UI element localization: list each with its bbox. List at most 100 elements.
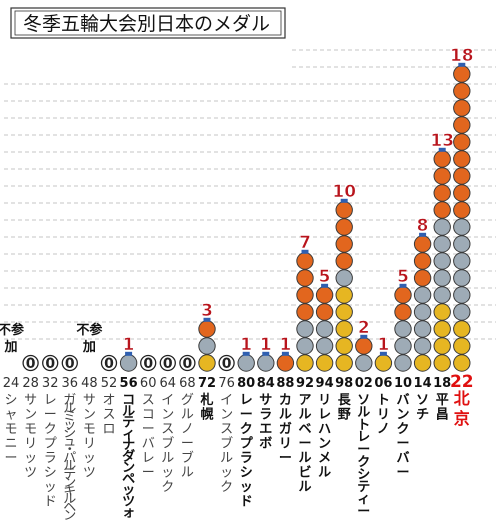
category-28: 0 [22,354,39,372]
ribbon-cap [458,62,466,67]
gold-medal [453,354,471,372]
total-label: 0 [143,356,153,372]
year-label: 60 [140,376,157,391]
bronze-medal [335,235,353,253]
bronze-medal [394,286,412,304]
total-label: 10 [332,182,356,202]
ribbon-cap [321,283,329,288]
ribbon-cap [438,147,446,152]
gold-medal [433,320,451,338]
silver-medal [433,269,451,287]
silver-medal [315,320,334,338]
zero-medal-marker [100,354,118,372]
label-64: 64 インスブルック [160,376,177,495]
silver-medal [453,218,471,236]
category-76: 0 [218,354,235,372]
silver-medal [119,354,138,372]
bronze-medal [335,218,353,236]
gold-medal [315,354,334,372]
silver-medal [394,320,412,338]
ribbon-cap [419,232,427,237]
ribbon-cap [340,198,348,203]
gold-medal [335,286,353,304]
gold-medal [335,320,353,338]
ribbon-cap [281,351,289,356]
silver-medal [394,337,412,355]
silver-medal [413,286,432,304]
total-label: 1 [240,335,252,355]
category-68: 0 [179,354,196,372]
silver-medal [433,218,451,236]
category-60: 0 [140,354,157,372]
year-label: 28 [22,376,39,391]
label-56: 56 コルティナダンペッツォ [120,376,138,521]
silver-medal [453,269,471,287]
category-24: 不参加 [0,322,25,355]
silver-medal [315,337,334,355]
city-label: カルガリー [279,393,292,466]
label-84: 84 サラエボ [257,376,275,452]
bronze-medal [198,320,216,338]
zero-medal-marker [179,354,196,372]
total-label: 2 [358,318,370,338]
category-94: 5 [315,266,334,372]
silver-medal [257,354,275,372]
year-label: 24 [3,376,20,391]
city-label: オスロ [102,393,115,437]
chart-title-box: 冬季五輪大会別日本のメダル [10,7,286,39]
label-98: 98 長野 [335,376,353,423]
label-18: 18 平昌 [433,376,451,423]
bronze-medal [413,235,432,253]
city-label: トリノ [377,393,390,437]
bronze-medal [453,184,471,202]
ribbon-cap [301,249,309,254]
silver-medal [296,337,314,355]
chart-title: 冬季五輪大会別日本のメダル [23,13,270,35]
year-label: 98 [335,376,353,391]
silver-medal [453,303,471,321]
gold-medal [453,320,471,338]
no-participation-label: 加 [82,340,96,355]
label-02: 02 ソルトレークシティー [355,376,373,520]
no-participation-label: 不参 [0,322,25,338]
label-06: 06 トリノ [374,376,392,437]
silver-medal [296,320,314,338]
year-label: 32 [42,376,59,391]
silver-medal [413,337,432,355]
gold-medal [433,303,451,321]
category-36: 0 [61,354,78,372]
ribbon-cap [125,351,133,356]
bronze-medal [453,201,471,219]
bronze-medal [453,99,471,117]
city-label: シャモニー [4,393,17,466]
silver-medal [453,286,471,304]
category-18: 13 [430,131,454,372]
bronze-medal [315,303,334,321]
city-label: サラエボ [259,393,272,452]
year-label: 64 [160,376,177,391]
label-36: 36 ガルミッシュ・パルテンキルヘン [62,376,79,524]
label-32: 32 レークプラシッド [42,376,59,510]
silver-medal [433,286,451,304]
no-participation-label: 不参 [76,322,103,338]
ribbon-cap [203,317,211,322]
year-label: 52 [101,376,118,391]
bronze-medal [296,286,314,304]
total-label: 1 [123,335,135,355]
bronze-medal [413,252,432,270]
total-label: 5 [319,267,331,287]
year-label: 80 [237,376,255,391]
city-label: サンモリッツ [83,393,96,481]
zero-medal-marker [61,354,78,372]
city-label: サンモリッツ [24,393,37,481]
year-label: 14 [414,376,432,391]
bronze-medal [394,303,412,321]
label-24: 24 シャモニー [3,376,20,466]
category-02: 2 [355,317,373,372]
city-label: 長野 [338,393,352,423]
silver-medal [413,320,432,338]
category-80: 1 [237,334,255,372]
year-label: 84 [257,376,275,391]
